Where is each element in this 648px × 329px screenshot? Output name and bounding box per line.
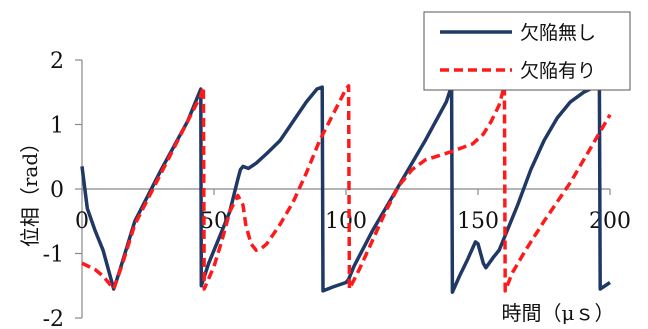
legend: 欠陥無し 欠陥有り [423,11,631,91]
x-tick-label: 150 [457,209,499,234]
y-tick-label: 2 [50,49,64,74]
series-line-1 [81,84,612,293]
legend-label-series-1: 欠陥有り [520,60,596,82]
x-tick-label: 200 [589,209,631,234]
x-axis-title: 時間（μｓ） [502,301,615,325]
x-tick-label: 100 [325,209,367,234]
legend-box [423,11,631,91]
legend-label-series-0: 欠陥無し [520,22,596,44]
y-tick-label: 0 [50,178,64,203]
y-tick-label: -2 [43,307,64,329]
series-layer [80,84,612,294]
y-tick-label: -1 [43,243,64,268]
y-axis-title: 位相（rad） [18,133,42,247]
y-tick-label: 1 [50,114,64,139]
x-tick-label: 0 [75,209,89,234]
